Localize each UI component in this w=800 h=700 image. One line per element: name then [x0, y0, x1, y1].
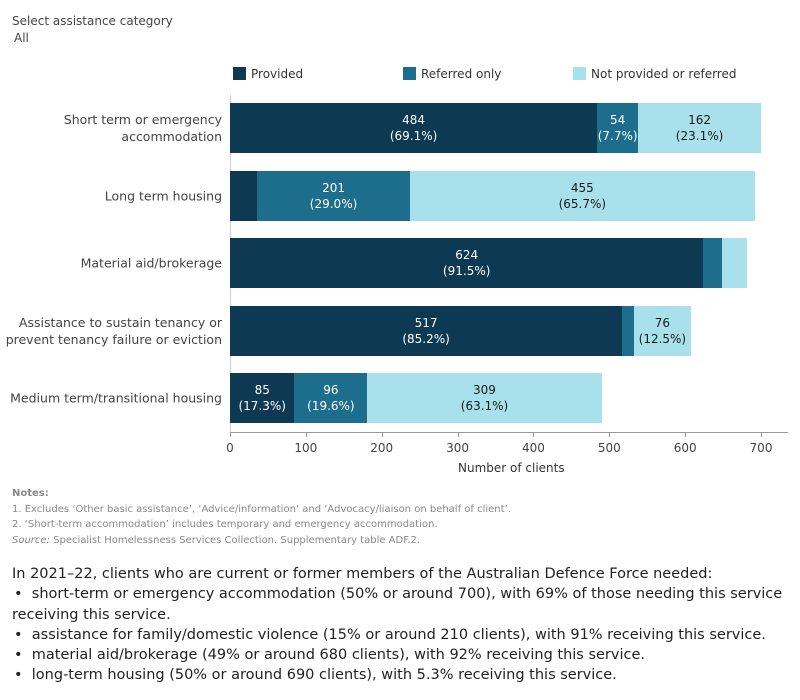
x-tick-label: 400: [521, 441, 545, 455]
bar-segment: [257, 170, 410, 221]
bar-segment: [597, 103, 639, 153]
bar-segment: [633, 305, 692, 356]
bar-segment: [294, 373, 368, 423]
bar-segment: [409, 170, 755, 221]
x-tick: [533, 432, 535, 437]
bar-segment: [367, 373, 602, 423]
bar-segment: [703, 238, 723, 288]
data-label: 455 (65.7%): [558, 180, 607, 211]
bar-segment: [722, 238, 748, 288]
x-tick-label: 500: [597, 441, 621, 455]
x-tick: [761, 432, 762, 437]
summary-intro: In 2021–22, clients who are current or f…: [12, 566, 713, 582]
data-label: 85 (17.3%): [238, 383, 286, 413]
x-tick-label: 300: [446, 441, 470, 455]
x-axis-title: Number of clients: [458, 461, 565, 475]
data-label: 201 (29.0%): [309, 180, 358, 211]
chart: Provided Referred only Not provided or ref…: [5, 67, 788, 475]
legend-swatch[interactable]: [233, 67, 246, 80]
source-label: Source:: [12, 534, 50, 546]
x-tick-label: 0: [226, 441, 234, 455]
x-tick: [230, 432, 231, 437]
legend-label[interactable]: Not provided or referred: [591, 67, 737, 81]
bar-segment: [230, 238, 704, 288]
source-text: Specialist Homelessness Services Collect…: [53, 534, 421, 546]
note: 1. Excludes ‘Other basic assistance’, ‘A…: [12, 503, 511, 515]
x-axis-line: [230, 432, 788, 433]
data-label: 76 (12.5%): [638, 315, 687, 346]
y-tick-label: Material aid/brokerage: [80, 255, 222, 271]
filter-label: Select assistance category: [12, 14, 173, 28]
y-tick-label: Short term or emergency accommodation: [63, 112, 222, 144]
source: Source: Specialist Homelessness Services…: [12, 533, 511, 549]
data-label: 309 (63.1%): [460, 383, 509, 413]
summary-bullet: material aid/brokerage (49% or around 68…: [12, 645, 788, 665]
data-label: 624 (91.5%): [442, 248, 491, 278]
legend-label[interactable]: Referred only: [421, 67, 502, 81]
notes: Notes: 1. Excludes ‘Other basic assistan…: [12, 486, 511, 548]
bar-segment: [230, 305, 623, 356]
legend-swatch[interactable]: [573, 67, 586, 80]
legend-label[interactable]: Provided: [251, 67, 304, 81]
bar-segment: [230, 373, 295, 423]
summary-bullet: short-term or emergency accommodation (5…: [12, 584, 788, 625]
x-tick: [305, 432, 307, 437]
summary: In 2021–22, clients who are current or f…: [12, 564, 788, 686]
data-label: 484 (69.1%): [389, 113, 438, 143]
data-label: 517 (85.2%): [402, 315, 450, 346]
x-tick-label: 100: [294, 441, 318, 455]
y-tick-label: Long term housing: [104, 188, 222, 203]
y-tick-label: Assistance to sustain tenancy or prevent…: [5, 314, 222, 347]
x-tick-label: 200: [370, 441, 394, 455]
bar-segment: [230, 103, 598, 153]
data-label: 54 (7.7%): [597, 113, 638, 143]
data-label: 96 (19.6%): [307, 383, 355, 413]
x-tick: [457, 432, 459, 437]
x-tick-label: 700: [749, 441, 773, 455]
x-tick-label: 600: [673, 441, 697, 455]
x-tick: [381, 432, 383, 437]
bar-segment: [230, 170, 258, 221]
summary-bullet: long-term housing (50% or around 690 cli…: [12, 665, 788, 685]
filter-value[interactable]: All: [14, 31, 29, 45]
legend-swatch[interactable]: [403, 67, 416, 80]
summary-bullet: assistance for family/domestic violence …: [12, 625, 788, 645]
data-label: 162 (23.1%): [675, 113, 724, 143]
bar-segment: [622, 305, 634, 356]
note: 2. ‘Short-term accommodation’ includes t…: [12, 519, 438, 530]
bar-segment: [638, 103, 761, 153]
notes-title: Notes:: [12, 488, 49, 499]
y-tick-label: Medium term/transitional housing: [10, 390, 222, 406]
x-tick: [609, 432, 611, 437]
x-tick: [685, 432, 687, 437]
